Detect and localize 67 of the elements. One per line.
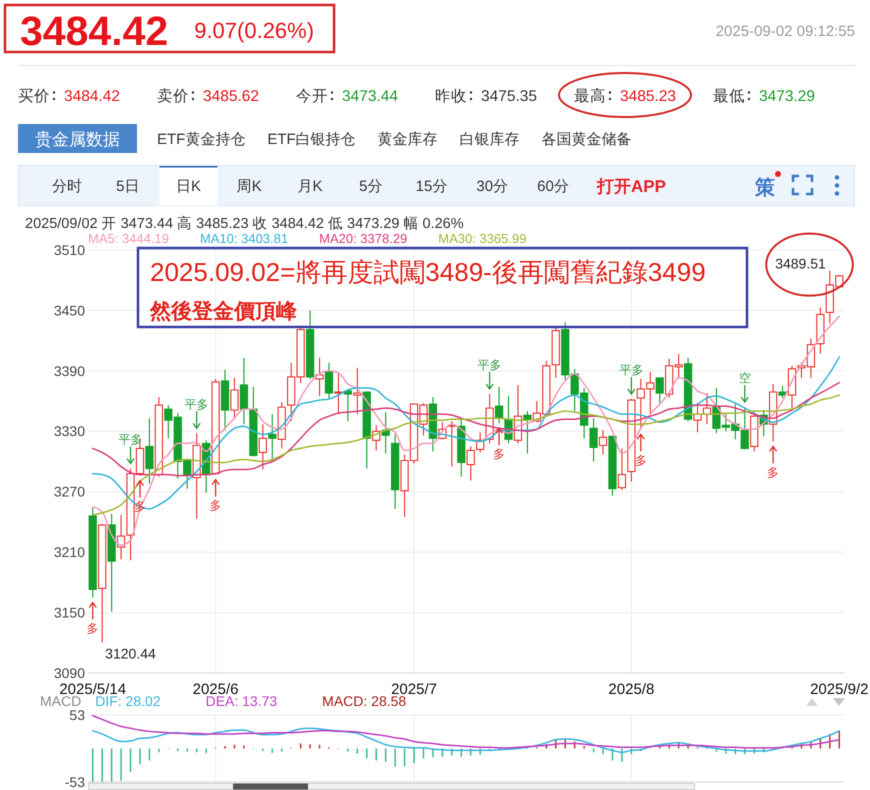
series-label: DEA: 13.73: [206, 693, 278, 709]
annotation: 多: [210, 498, 222, 513]
text: MA20: 3378.29: [319, 231, 408, 246]
y-tick-label: -53: [64, 774, 86, 790]
x-tick-label: 2025/9/2: [810, 681, 868, 698]
chart-subtitle: 2025/09/02 开 3473.44 高 3485.23 收 3484.42 低 3473.29 幅 0.26%: [25, 215, 464, 232]
category-label: 昨收: [435, 88, 467, 105]
category-label: 5日: [116, 178, 140, 195]
y-tick-label: 3390: [54, 362, 86, 379]
y-tick-label: 3330: [54, 423, 86, 440]
text: 3484.42: [20, 8, 168, 54]
category-label: 日K: [176, 178, 202, 195]
annotation: 多: [767, 465, 780, 480]
category-label: 贵金属数据: [35, 130, 120, 149]
annotation: 平多: [184, 397, 209, 412]
data-label: 3485.62: [203, 88, 260, 105]
x-tick-label: 2025/8: [608, 681, 654, 698]
y-tick-label: 53: [69, 706, 86, 723]
chart-title: MACD: [40, 693, 82, 709]
category-label: 今开: [296, 88, 328, 105]
data-label: 3473.44: [342, 88, 398, 105]
annotation: 3120.44: [105, 645, 156, 662]
text: 打开APP: [596, 177, 666, 196]
y-tick-label: 3150: [54, 604, 86, 620]
text: MA10: 3403.81: [200, 231, 288, 246]
category-label: 月K: [297, 178, 323, 195]
text: MACD: 28.58: [322, 693, 406, 709]
text: MA30: 3365.99: [438, 231, 526, 246]
text: MA5: 3444.19: [88, 231, 169, 246]
category-label: 最低: [713, 88, 745, 105]
category-label: 白银库存: [460, 131, 520, 148]
annotation: 2025.09.02=將再度試闖3489-後再闖舊紀錄3499: [150, 257, 706, 287]
text: 策: [754, 177, 775, 199]
category-label: 15分: [416, 178, 448, 195]
data-label: 3484.42: [64, 88, 120, 105]
category-label: 黄金库存: [378, 131, 438, 148]
y-tick-label: 3450: [54, 302, 86, 318]
text: 9.07(0.26%): [194, 18, 314, 43]
category-label: 买价: [18, 88, 50, 105]
data-label: 3485.23: [620, 88, 676, 105]
annotation: 平多: [478, 358, 502, 372]
category-label: 卖价: [157, 87, 189, 105]
data-label: 3475.35: [481, 88, 538, 105]
category-label: ETF黄金持仓: [157, 131, 246, 148]
series-label: DIF: 28.02: [95, 693, 161, 709]
annotation: 多: [634, 453, 647, 468]
category-label: ETF白银持仓: [267, 131, 356, 148]
category-label: 周K: [236, 178, 262, 195]
annotation: 然後登金價頂峰: [149, 300, 298, 323]
y-tick-label: 3510: [54, 242, 86, 258]
annotation: 3489.51: [775, 256, 826, 272]
y-tick-label: 3090: [54, 664, 86, 681]
annotation: 空: [738, 371, 751, 386]
annotation: 平多: [118, 432, 143, 447]
category-label: 30分: [476, 178, 508, 195]
annotation: 多: [493, 447, 506, 462]
category-label: 60分: [537, 178, 569, 195]
y-tick-label: 3270: [54, 484, 86, 500]
category-label: 5分: [359, 178, 382, 195]
annotation: 平多: [619, 363, 644, 378]
y-tick-label: 3210: [54, 544, 86, 560]
text: 2025-09-02 09:12:55: [716, 23, 855, 40]
category-label: 各国黄金储备: [542, 131, 632, 148]
annotation: 多: [86, 621, 99, 636]
category-label: 分时: [52, 178, 82, 195]
category-label: 最高: [574, 87, 606, 105]
data-label: 3473.29: [759, 88, 816, 105]
